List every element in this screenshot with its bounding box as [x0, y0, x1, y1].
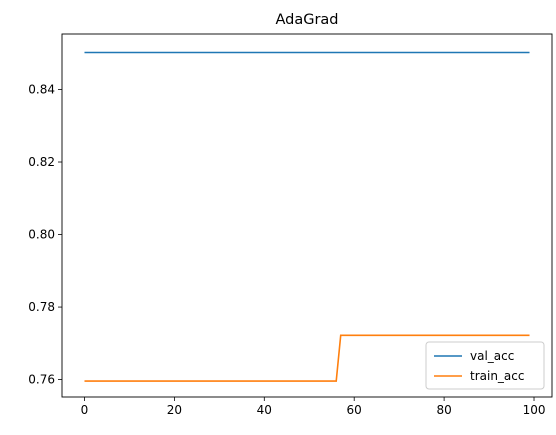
y-axis: 0.76 0.78 0.80 0.82 0.84	[28, 82, 62, 387]
y-tick-label: 0.76	[28, 373, 55, 387]
y-tick-label: 0.84	[28, 82, 55, 96]
legend-label: val_acc	[470, 349, 514, 363]
legend-box	[425, 341, 545, 390]
y-tick-label: 0.82	[28, 155, 55, 169]
y-tick-label: 0.80	[28, 228, 55, 242]
x-axis: 0 20 40 60 80 100	[81, 397, 546, 417]
x-tick-label: 20	[167, 403, 182, 417]
legend: val_acc train_acc	[425, 341, 545, 390]
legend-label: train_acc	[470, 369, 524, 383]
x-tick-label: 80	[436, 403, 451, 417]
plot-frame	[61, 33, 553, 398]
x-tick-label: 60	[347, 403, 362, 417]
x-tick-label: 40	[257, 403, 272, 417]
series-layer	[84, 51, 530, 382]
chart-title: AdaGrad	[275, 12, 338, 28]
series-line-train-acc	[84, 334, 530, 382]
x-tick-label: 0	[81, 403, 89, 417]
y-tick-label: 0.78	[28, 300, 55, 314]
x-tick-label: 100	[523, 403, 546, 417]
